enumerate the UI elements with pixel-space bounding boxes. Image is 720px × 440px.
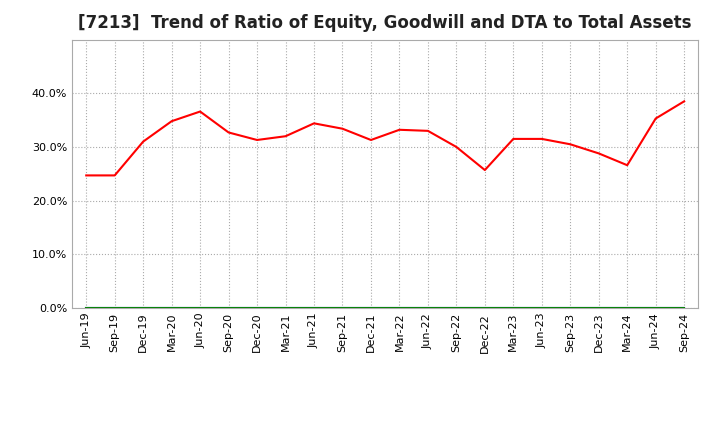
Deferred Tax Assets [509,305,518,311]
Deferred Tax Assets [110,305,119,311]
Equity [680,99,688,104]
Equity [225,130,233,135]
Deferred Tax Assets [652,305,660,311]
Goodwill [253,305,261,311]
Goodwill [395,305,404,311]
Goodwill [595,305,603,311]
Deferred Tax Assets [423,305,432,311]
Equity [423,128,432,133]
Deferred Tax Assets [225,305,233,311]
Goodwill [338,305,347,311]
Deferred Tax Assets [366,305,375,311]
Goodwill [480,305,489,311]
Goodwill [652,305,660,311]
Equity [480,167,489,172]
Deferred Tax Assets [196,305,204,311]
Equity [282,134,290,139]
Deferred Tax Assets [310,305,318,311]
Deferred Tax Assets [595,305,603,311]
Goodwill [139,305,148,311]
Goodwill [623,305,631,311]
Equity [395,127,404,132]
Equity [310,121,318,126]
Goodwill [423,305,432,311]
Goodwill [196,305,204,311]
Deferred Tax Assets [480,305,489,311]
Deferred Tax Assets [395,305,404,311]
Goodwill [167,305,176,311]
Deferred Tax Assets [82,305,91,311]
Deferred Tax Assets [338,305,347,311]
Goodwill [537,305,546,311]
Equity [110,173,119,178]
Deferred Tax Assets [680,305,688,311]
Deferred Tax Assets [167,305,176,311]
Equity [366,137,375,143]
Deferred Tax Assets [566,305,575,311]
Goodwill [366,305,375,311]
Goodwill [509,305,518,311]
Deferred Tax Assets [282,305,290,311]
Equity [566,142,575,147]
Goodwill [110,305,119,311]
Equity [509,136,518,142]
Equity [652,116,660,121]
Equity [253,137,261,143]
Goodwill [566,305,575,311]
Line: Equity: Equity [86,101,684,176]
Goodwill [310,305,318,311]
Goodwill [452,305,461,311]
Equity [595,151,603,156]
Deferred Tax Assets [623,305,631,311]
Title: [7213]  Trend of Ratio of Equity, Goodwill and DTA to Total Assets: [7213] Trend of Ratio of Equity, Goodwil… [78,15,692,33]
Goodwill [680,305,688,311]
Equity [139,139,148,144]
Equity [537,136,546,142]
Deferred Tax Assets [452,305,461,311]
Goodwill [282,305,290,311]
Equity [452,144,461,150]
Deferred Tax Assets [139,305,148,311]
Goodwill [225,305,233,311]
Equity [623,162,631,168]
Equity [196,109,204,114]
Equity [82,173,91,178]
Goodwill [82,305,91,311]
Equity [167,118,176,124]
Deferred Tax Assets [253,305,261,311]
Deferred Tax Assets [537,305,546,311]
Equity [338,126,347,132]
